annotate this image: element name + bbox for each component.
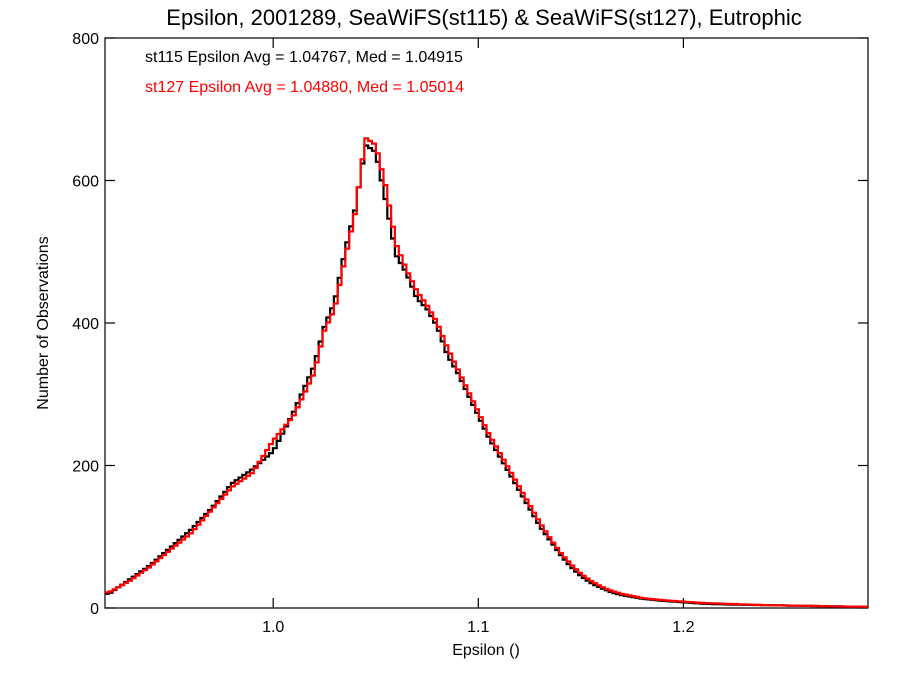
x-tick-label: 1.1 bbox=[467, 619, 489, 636]
y-tick-label: 800 bbox=[72, 31, 99, 48]
series-layer bbox=[105, 137, 868, 608]
y-tick-label: 0 bbox=[90, 601, 99, 618]
annotation-st115: st115 Epsilon Avg = 1.04767, Med = 1.049… bbox=[145, 49, 463, 66]
y-axis-label: Number of Observations bbox=[35, 236, 52, 409]
x-axis-ticks: 1.0 1.1 1.2 bbox=[262, 38, 695, 636]
x-tick-label: 1.0 bbox=[262, 619, 284, 636]
chart-title: Epsilon, 2001289, SeaWiFS(st115) & SeaWi… bbox=[166, 5, 801, 30]
y-tick-label: 400 bbox=[72, 316, 99, 333]
y-tick-label: 600 bbox=[72, 174, 99, 191]
series-st115-histogram bbox=[105, 144, 868, 608]
y-tick-label: 200 bbox=[72, 459, 99, 476]
y-axis-ticks: 0 200 400 600 800 bbox=[72, 31, 868, 618]
plot-frame bbox=[104, 37, 869, 609]
annotation-st127: st127 Epsilon Avg = 1.04880, Med = 1.050… bbox=[145, 79, 464, 96]
series-st127-histogram bbox=[105, 137, 868, 608]
x-axis-label: Epsilon () bbox=[452, 642, 520, 659]
x-tick-label: 1.2 bbox=[672, 619, 694, 636]
